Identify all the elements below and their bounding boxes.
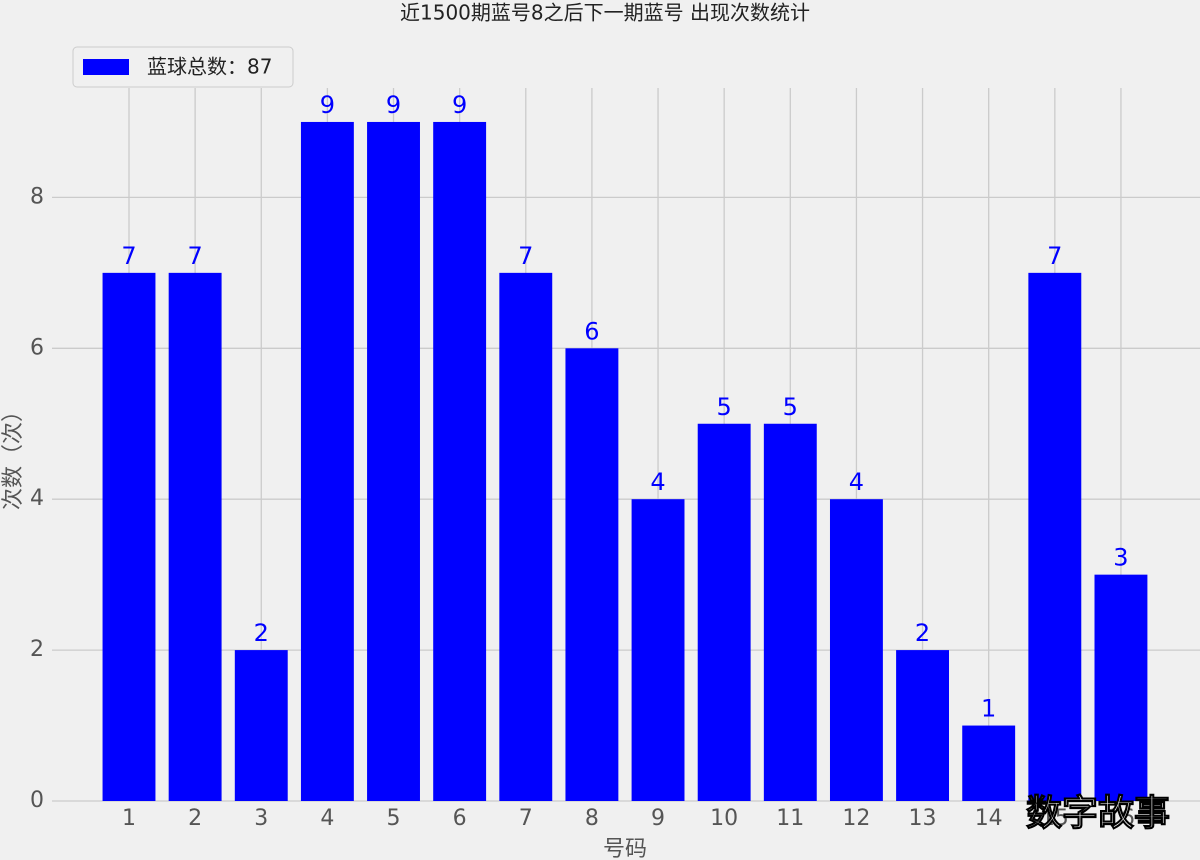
- x-tick-label: 14: [975, 806, 1003, 831]
- bar: [962, 725, 1016, 801]
- x-tick-label: 15: [1041, 806, 1069, 831]
- bar: [168, 272, 222, 802]
- bar: [565, 348, 619, 801]
- value-label: 4: [650, 468, 665, 496]
- x-tick-label: 7: [519, 806, 533, 831]
- x-tick-label: 2: [188, 806, 202, 831]
- x-tick-label: 9: [651, 806, 665, 831]
- x-tick-label: 6: [453, 806, 467, 831]
- chart-title: 近1500期蓝号8之后下一期蓝号 出现次数统计: [400, 1, 810, 25]
- value-label: 7: [518, 242, 533, 270]
- value-label: 1: [981, 695, 996, 723]
- value-label: 3: [1113, 544, 1128, 572]
- y-axis-label: 次数（次）: [1, 400, 26, 510]
- x-tick-label: 4: [320, 806, 334, 831]
- y-tick-label: 6: [30, 335, 44, 360]
- bars: 7 7 2 9 9 9 7 6 4 5 5 4 2 1 7 3: [102, 91, 1148, 802]
- value-label: 5: [783, 393, 798, 421]
- bar: [1028, 272, 1082, 802]
- watermark: 数字故事: [1026, 793, 1170, 834]
- legend: 蓝球总数：87: [72, 46, 294, 88]
- value-label: 7: [121, 242, 136, 270]
- x-tick-label: 8: [585, 806, 599, 831]
- bar: [829, 499, 883, 801]
- value-label: 2: [254, 619, 269, 647]
- value-label: 7: [187, 242, 202, 270]
- bar: [763, 423, 817, 801]
- bar: [433, 121, 487, 801]
- x-tick-label: 10: [710, 806, 738, 831]
- value-label: 5: [717, 393, 732, 421]
- value-label: 9: [452, 91, 467, 119]
- bar: [367, 121, 420, 801]
- x-tick-label: 3: [254, 806, 268, 831]
- x-tick-label: 1: [122, 806, 136, 831]
- value-label: 2: [915, 619, 930, 647]
- value-label: 6: [584, 317, 599, 345]
- x-tick-label: 11: [776, 806, 804, 831]
- x-axis-label: 号码: [603, 837, 647, 860]
- bar: [300, 121, 354, 801]
- x-tick-label: 12: [842, 806, 870, 831]
- bar: [631, 499, 685, 801]
- value-label: 4: [849, 468, 864, 496]
- legend-swatch: [83, 59, 129, 75]
- x-tick-label: 16: [1107, 806, 1135, 831]
- bar: [896, 650, 950, 801]
- bar: [499, 272, 553, 802]
- value-label: 9: [386, 91, 401, 119]
- legend-box: [72, 46, 294, 88]
- bar: [1094, 574, 1148, 801]
- bar: [102, 272, 156, 802]
- y-tick-label: 4: [30, 486, 44, 511]
- value-label: 7: [1047, 242, 1062, 270]
- bar: [234, 650, 288, 801]
- y-tick-label: 8: [30, 184, 44, 209]
- y-tick-label: 0: [30, 788, 44, 813]
- bar: [697, 423, 751, 801]
- x-tick-label: 5: [387, 806, 401, 831]
- y-tick-label: 2: [30, 637, 44, 662]
- legend-label: 蓝球总数：87: [147, 55, 272, 79]
- x-tick-label: 13: [909, 806, 937, 831]
- value-label: 9: [320, 91, 335, 119]
